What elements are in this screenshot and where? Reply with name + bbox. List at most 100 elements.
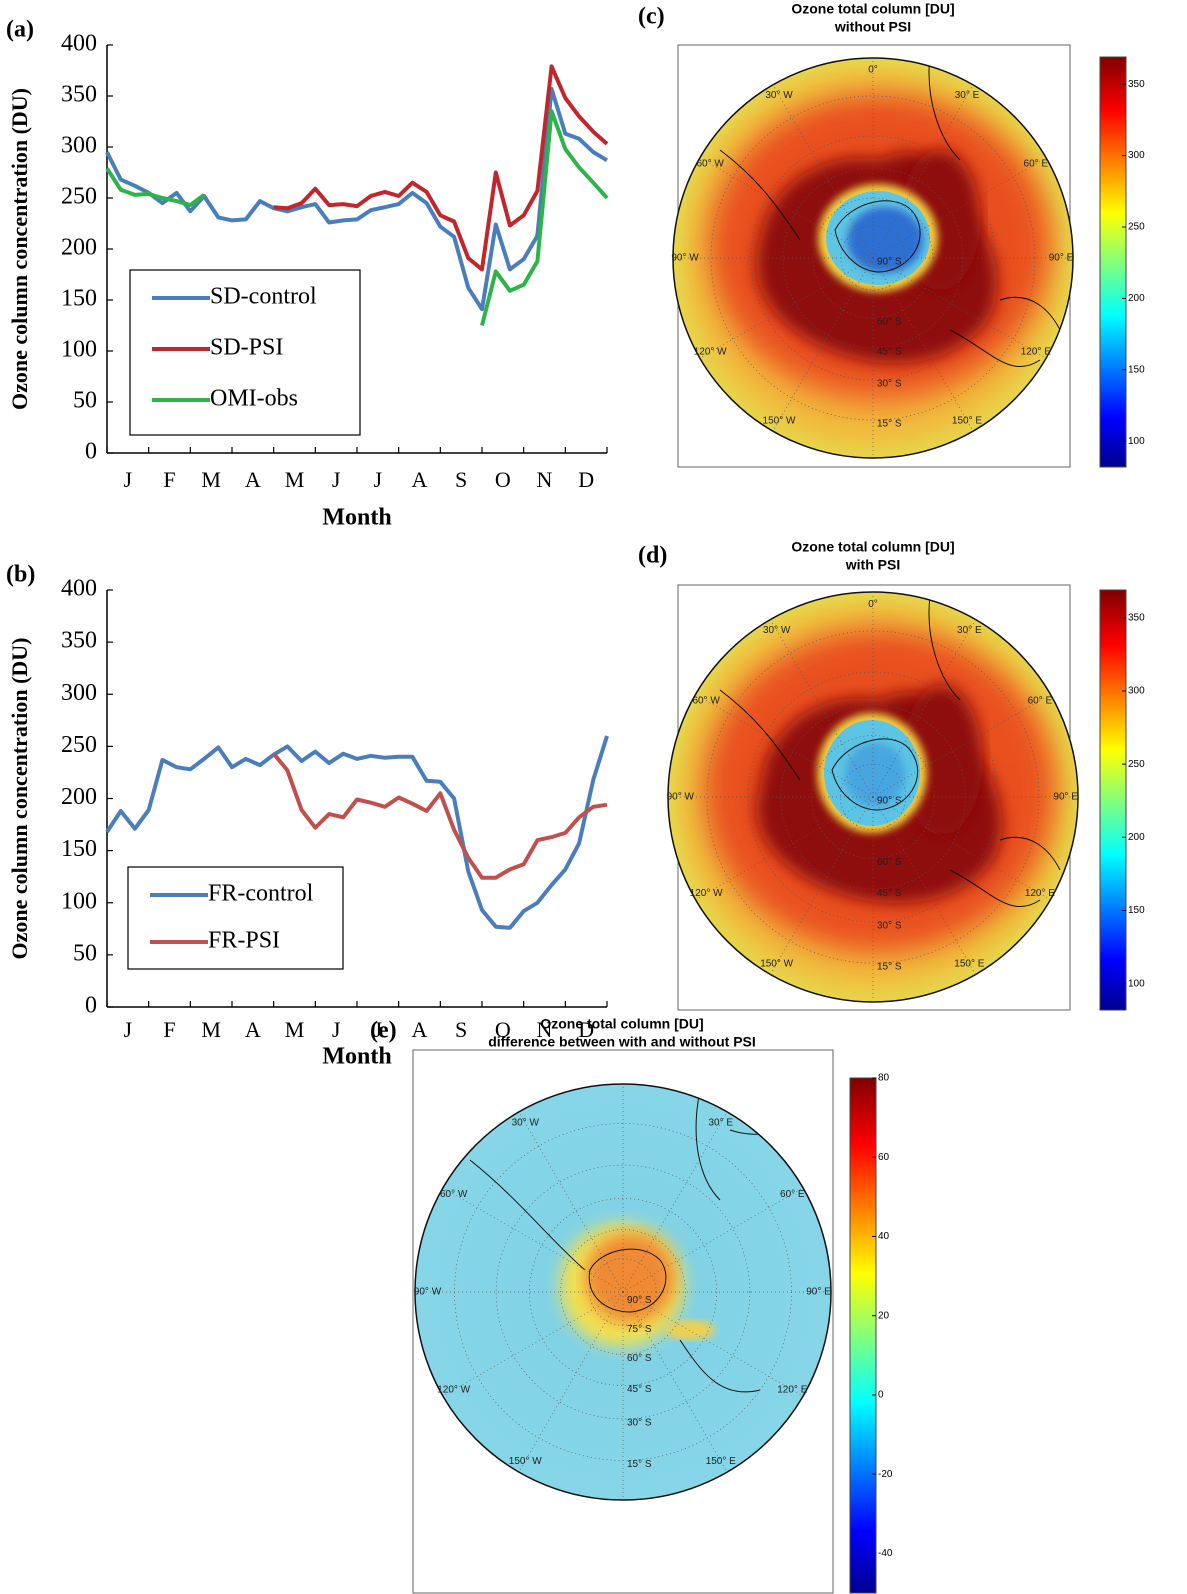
- colorbar: [849, 1077, 877, 1594]
- colorbar-tick-label: 150: [1128, 905, 1145, 916]
- panel-label: (c): [638, 4, 665, 30]
- lon-label: 90° W: [414, 1287, 442, 1298]
- graticule: [872, 157, 1047, 259]
- colorbar-tick-label: 300: [1128, 150, 1145, 161]
- lon-label: 30° E: [708, 1117, 733, 1128]
- x-tick-label: M: [285, 1017, 305, 1042]
- y-tick-label: 300: [61, 133, 97, 159]
- graticule: [518, 1291, 624, 1473]
- x-tick-label: A: [245, 467, 261, 492]
- graticule: [710, 95, 1036, 421]
- lat-label: 90° S: [627, 1295, 652, 1306]
- lon-label: 120° W: [437, 1384, 470, 1395]
- lat-label: 45° S: [877, 888, 902, 899]
- graticule: [622, 1291, 728, 1473]
- y-tick-label: 250: [61, 184, 97, 210]
- x-tick-label: N: [537, 1017, 553, 1042]
- graticule: [772, 84, 874, 259]
- lat-label: 60° S: [627, 1353, 652, 1364]
- lon-label: 30° W: [763, 625, 791, 636]
- y-tick-label: 100: [61, 888, 97, 914]
- y-tick-label: 200: [61, 235, 97, 261]
- y-tick-label: 50: [73, 388, 97, 414]
- graticule: [782, 167, 964, 349]
- series-line: [105, 735, 609, 930]
- panel-label: (a): [6, 17, 34, 43]
- x-tick-label: D: [578, 467, 594, 492]
- colorbar-tick-label: 300: [1128, 686, 1145, 697]
- lat-label: 90° S: [877, 796, 902, 807]
- lon-label: 120° W: [694, 347, 727, 358]
- lon-label: 0°: [868, 65, 878, 76]
- panel-label: (e): [370, 1018, 397, 1044]
- lat-label: 90° S: [877, 257, 902, 268]
- graticule: [442, 1291, 624, 1397]
- lat-label: 15° S: [627, 1459, 652, 1470]
- series-line: [105, 86, 609, 312]
- lon-label: 60° W: [692, 695, 720, 706]
- y-tick-label: 350: [61, 628, 97, 654]
- lon-label: 150° E: [954, 959, 984, 970]
- lon-label: 90° E: [806, 1287, 831, 1298]
- x-tick-label: J: [124, 467, 133, 492]
- map-title: Ozone total column [DU]: [791, 1, 954, 17]
- lat-label: 15° S: [877, 962, 902, 973]
- y-tick-label: 150: [61, 836, 97, 862]
- lon-label: 0°: [868, 599, 878, 610]
- lat-label: 15° S: [877, 419, 902, 430]
- lon-label: 150° E: [952, 415, 982, 426]
- graticule: [750, 135, 996, 381]
- series-line: [273, 64, 609, 272]
- panel-label: (b): [6, 562, 35, 588]
- y-tick-label: 200: [61, 784, 97, 810]
- y-tick-label: 250: [61, 732, 97, 758]
- lon-label: 150° W: [763, 415, 796, 426]
- map-title: Ozone total column [DU]: [791, 539, 954, 555]
- x-tick-label: J: [332, 1017, 341, 1042]
- graticule: [622, 1291, 804, 1397]
- graticule: [442, 1187, 624, 1293]
- colorbar-tick-label: 350: [1128, 79, 1145, 90]
- x-tick-label: D: [578, 1017, 594, 1042]
- y-axis-label: Ozone column concentration (DU): [7, 88, 32, 410]
- x-tick-label: J: [332, 467, 341, 492]
- lon-label: 60° W: [440, 1189, 468, 1200]
- x-tick-label: M: [285, 467, 305, 492]
- lat-label: 45° S: [627, 1384, 652, 1395]
- colorbar-tick-label: 40: [878, 1231, 890, 1242]
- y-axis-label: Ozone column concentration (DU): [7, 637, 32, 959]
- colorbar: [1099, 56, 1127, 468]
- colorbar-tick-label: -40: [878, 1548, 893, 1559]
- colorbar-tick-label: 0: [878, 1390, 884, 1401]
- graticule: [622, 1187, 804, 1293]
- colorbar-tick-label: -20: [878, 1469, 893, 1480]
- x-tick-label: A: [412, 467, 428, 492]
- x-tick-label: S: [455, 467, 467, 492]
- graticule: [872, 257, 974, 432]
- series-line: [272, 752, 608, 880]
- x-tick-label: F: [163, 1017, 175, 1042]
- legend-label: FR-PSI: [208, 928, 280, 954]
- y-tick-label: 50: [73, 940, 97, 966]
- x-tick-label: N: [537, 467, 553, 492]
- lon-label: 90° E: [1053, 792, 1078, 803]
- map-title: Ozone total column [DU]: [540, 1016, 703, 1032]
- map-subtitle: without PSI: [834, 19, 911, 35]
- x-tick-label: A: [412, 1017, 428, 1042]
- y-tick-label: 150: [61, 286, 97, 312]
- graticule: [622, 1111, 728, 1293]
- x-axis-label: Month: [322, 1044, 391, 1070]
- colorbar-tick-label: 250: [1128, 759, 1145, 770]
- y-tick-label: 0: [85, 439, 97, 465]
- colorbar-tick-label: 100: [1128, 978, 1145, 989]
- lon-label: 60° E: [1028, 695, 1053, 706]
- colorbar-tick-label: 250: [1128, 222, 1145, 233]
- lat-label: 60° S: [877, 317, 902, 328]
- legend-label: FR-control: [208, 881, 314, 907]
- graticule: [747, 671, 999, 923]
- graticule: [706, 630, 1040, 964]
- colorbar-tick-label: 60: [878, 1152, 890, 1163]
- x-tick-label: J: [374, 1017, 383, 1042]
- lon-label: 120° E: [1025, 888, 1055, 899]
